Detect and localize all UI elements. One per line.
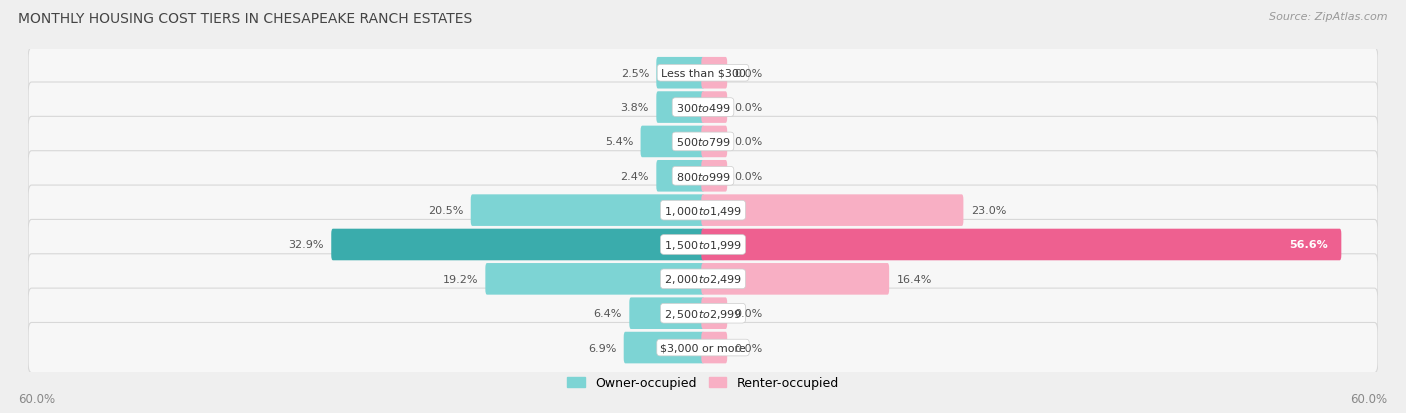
Text: $2,500 to $2,999: $2,500 to $2,999 bbox=[664, 307, 742, 320]
Legend: Owner-occupied, Renter-occupied: Owner-occupied, Renter-occupied bbox=[562, 372, 844, 394]
Text: 16.4%: 16.4% bbox=[897, 274, 932, 284]
Text: 20.5%: 20.5% bbox=[427, 206, 464, 216]
Text: 0.0%: 0.0% bbox=[734, 309, 762, 318]
Text: 2.4%: 2.4% bbox=[620, 171, 650, 181]
Text: 6.9%: 6.9% bbox=[588, 343, 616, 353]
Text: 32.9%: 32.9% bbox=[288, 240, 323, 250]
FancyBboxPatch shape bbox=[28, 49, 1378, 99]
Text: 60.0%: 60.0% bbox=[1351, 392, 1388, 405]
FancyBboxPatch shape bbox=[28, 151, 1378, 202]
Text: $1,500 to $1,999: $1,500 to $1,999 bbox=[664, 238, 742, 252]
Text: 56.6%: 56.6% bbox=[1289, 240, 1329, 250]
FancyBboxPatch shape bbox=[28, 254, 1378, 304]
FancyBboxPatch shape bbox=[702, 195, 963, 226]
FancyBboxPatch shape bbox=[332, 229, 704, 261]
FancyBboxPatch shape bbox=[657, 58, 704, 89]
FancyBboxPatch shape bbox=[702, 161, 727, 192]
FancyBboxPatch shape bbox=[641, 126, 704, 158]
Text: 0.0%: 0.0% bbox=[734, 137, 762, 147]
Text: $300 to $499: $300 to $499 bbox=[675, 102, 731, 114]
Text: $500 to $799: $500 to $799 bbox=[675, 136, 731, 148]
Text: 19.2%: 19.2% bbox=[443, 274, 478, 284]
FancyBboxPatch shape bbox=[28, 220, 1378, 270]
FancyBboxPatch shape bbox=[28, 83, 1378, 133]
FancyBboxPatch shape bbox=[702, 126, 727, 158]
Text: $800 to $999: $800 to $999 bbox=[675, 171, 731, 183]
FancyBboxPatch shape bbox=[702, 229, 1341, 261]
FancyBboxPatch shape bbox=[702, 58, 727, 89]
Text: 0.0%: 0.0% bbox=[734, 69, 762, 78]
Text: 0.0%: 0.0% bbox=[734, 171, 762, 181]
Text: MONTHLY HOUSING COST TIERS IN CHESAPEAKE RANCH ESTATES: MONTHLY HOUSING COST TIERS IN CHESAPEAKE… bbox=[18, 12, 472, 26]
Text: 0.0%: 0.0% bbox=[734, 343, 762, 353]
FancyBboxPatch shape bbox=[28, 288, 1378, 339]
FancyBboxPatch shape bbox=[702, 263, 889, 295]
Text: $2,000 to $2,499: $2,000 to $2,499 bbox=[664, 273, 742, 286]
Text: 5.4%: 5.4% bbox=[605, 137, 633, 147]
FancyBboxPatch shape bbox=[702, 332, 727, 363]
Text: $3,000 or more: $3,000 or more bbox=[661, 343, 745, 353]
Text: 6.4%: 6.4% bbox=[593, 309, 621, 318]
FancyBboxPatch shape bbox=[28, 323, 1378, 373]
FancyBboxPatch shape bbox=[702, 298, 727, 329]
Text: 3.8%: 3.8% bbox=[620, 103, 650, 113]
Text: 2.5%: 2.5% bbox=[620, 69, 650, 78]
FancyBboxPatch shape bbox=[657, 92, 704, 123]
Text: 60.0%: 60.0% bbox=[18, 392, 55, 405]
FancyBboxPatch shape bbox=[702, 92, 727, 123]
Text: $1,000 to $1,499: $1,000 to $1,499 bbox=[664, 204, 742, 217]
Text: Less than $300: Less than $300 bbox=[661, 69, 745, 78]
FancyBboxPatch shape bbox=[624, 332, 704, 363]
FancyBboxPatch shape bbox=[28, 185, 1378, 236]
Text: 23.0%: 23.0% bbox=[970, 206, 1007, 216]
FancyBboxPatch shape bbox=[630, 298, 704, 329]
FancyBboxPatch shape bbox=[657, 161, 704, 192]
FancyBboxPatch shape bbox=[471, 195, 704, 226]
Text: 0.0%: 0.0% bbox=[734, 103, 762, 113]
FancyBboxPatch shape bbox=[485, 263, 704, 295]
FancyBboxPatch shape bbox=[28, 117, 1378, 167]
Text: Source: ZipAtlas.com: Source: ZipAtlas.com bbox=[1270, 12, 1388, 22]
